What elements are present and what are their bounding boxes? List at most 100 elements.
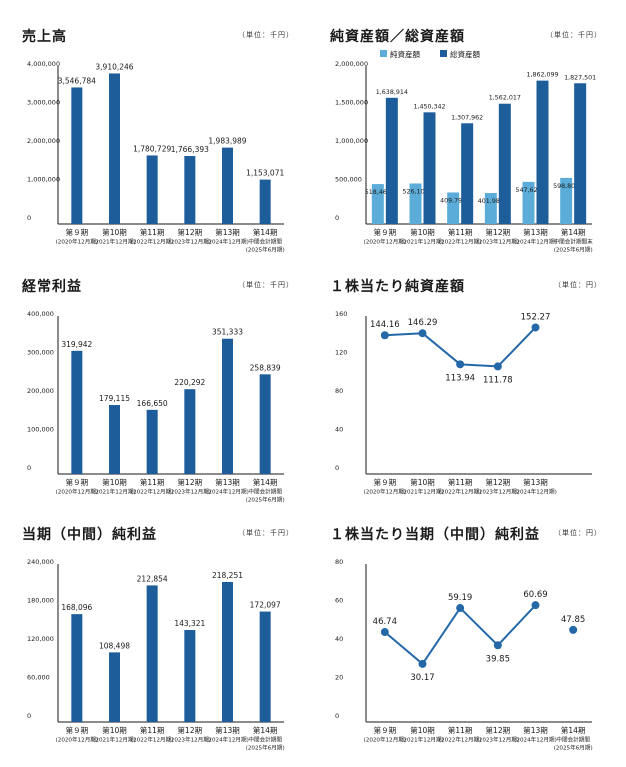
x-tick-label: 第10期 <box>410 227 435 237</box>
x-tick-label: (2021年12月期) <box>93 488 136 496</box>
bar <box>71 614 83 722</box>
bar <box>536 80 549 224</box>
x-tick-label: (2022年12月期) <box>439 488 482 496</box>
x-tick-label: 中間会計期間 <box>248 238 282 246</box>
x-tick-label: 第９期 <box>374 227 397 237</box>
data-label: 3,546,784 <box>58 76 96 85</box>
bar <box>184 155 196 224</box>
x-tick-label: 第14期 <box>253 477 278 487</box>
x-tick-label: 第13期 <box>215 477 240 487</box>
x-tick-label: (2022年12月期) <box>131 488 174 496</box>
bar <box>259 374 271 474</box>
legend-swatch <box>380 50 387 57</box>
bar <box>385 97 398 224</box>
x-tick-label: 第11期 <box>140 477 165 487</box>
data-point <box>569 625 578 634</box>
y-tick-label: 120 <box>335 349 347 357</box>
data-label: 598,802 <box>553 183 579 190</box>
y-tick-label: 0 <box>335 464 339 472</box>
panel-sales: 売上高 （単位：千円） 0 1,000,000 2,000,000 3,000,000… <box>22 26 294 270</box>
panel-bps: １株当たり純資産額 （単位：円） 0 40 80 120 160 第９期 (2020年12月… <box>330 276 602 520</box>
panel-eps: １株当たり当期（中間）純利益 （単位：円） 0 20 40 60 80 第９期 (2020年… <box>330 524 602 767</box>
y-tick-label: 100,000 <box>27 426 54 434</box>
x-tick-label: 第10期 <box>410 725 435 735</box>
x-tick-label: (2023年12月期) <box>477 238 520 246</box>
data-label: 1,307,962 <box>451 114 483 121</box>
x-tick-label: (2020年12月期) <box>56 238 99 246</box>
x-tick-label: (2020年12月期) <box>56 488 99 496</box>
x-tick-label: (2020年12月期) <box>364 238 407 246</box>
data-label: 319,942 <box>61 340 92 349</box>
y-tick-label: 2,000,000 <box>27 137 60 145</box>
data-label: 168,096 <box>61 603 92 612</box>
bar <box>423 112 436 224</box>
chart-title: 売上高 <box>22 29 67 45</box>
bar <box>184 630 196 722</box>
data-label: 59.19 <box>448 593 472 603</box>
line-segment <box>384 631 424 665</box>
bar <box>222 338 233 474</box>
data-label: 212,854 <box>137 574 168 583</box>
data-label: 172,097 <box>250 601 281 610</box>
line-segment <box>497 326 537 368</box>
data-label: 1,638,914 <box>376 89 408 96</box>
data-label: 526,106 <box>402 188 428 195</box>
x-tick-label: (2023年12月期) <box>169 488 212 496</box>
x-tick-label: 第12期 <box>178 477 203 487</box>
x-tick-label: (2022年12月期) <box>439 238 482 246</box>
line-segment <box>460 363 498 368</box>
x-tick-label: (2024年12月期) <box>514 736 557 744</box>
x-tick-label: 第９期 <box>66 725 89 735</box>
x-tick-label: 第11期 <box>448 227 473 237</box>
y-tick-label: 80 <box>335 558 343 566</box>
bar <box>146 155 158 224</box>
y-tick-label: 300,000 <box>27 349 54 357</box>
chart-title: 経常利益 <box>22 279 82 295</box>
line-segment <box>421 607 461 665</box>
data-label: 218,251 <box>212 571 243 580</box>
data-label: 39.85 <box>486 654 510 664</box>
net-income-chart: 0 60,000 120,000 180,000 240,000 第９期(2020年12月… <box>27 558 285 752</box>
x-tick-label: (2021年12月期) <box>401 736 444 744</box>
x-tick-label: (2023年12月期) <box>477 488 520 496</box>
panel-net-income: 当期（中間）純利益 （単位：千円） 0 60,000 120,000 180,000 2… <box>22 524 294 767</box>
data-point <box>456 360 465 369</box>
x-tick-label: 第12期 <box>178 725 203 735</box>
data-label: 108,498 <box>99 641 130 650</box>
x-tick-label: (2023年12月期) <box>169 736 212 744</box>
x-tick-label: 第14期 <box>561 725 586 735</box>
x-tick-label: (2021年12月期) <box>401 488 444 496</box>
data-label: 1,862,099 <box>526 72 558 79</box>
unit-label: （単位：千円） <box>238 281 294 289</box>
x-tick-label: 第13期 <box>523 725 548 735</box>
y-tick-label: 180,000 <box>27 597 54 605</box>
chart-title: 純資産額／総資産額 <box>330 29 465 45</box>
unit-label: （単位：千円） <box>238 31 294 39</box>
x-tick-label: 第９期 <box>374 477 397 487</box>
y-tick-label: 500,000 <box>335 176 362 184</box>
x-tick-label: 第12期 <box>486 227 511 237</box>
data-label: 1,562,017 <box>489 95 521 102</box>
y-tick-label: 0 <box>27 214 31 222</box>
legend-label: 純資産額 <box>390 49 420 59</box>
x-tick-label: 中間会計期間末 <box>554 238 594 246</box>
y-tick-label: 60,000 <box>27 674 50 682</box>
y-tick-label: 0 <box>335 712 339 720</box>
x-tick-label: 第10期 <box>102 227 127 237</box>
x-tick-label: 第11期 <box>448 477 473 487</box>
x-tick-label: 第９期 <box>374 725 397 735</box>
x-tick-label: (2024年12月期) <box>206 736 249 744</box>
x-tick-label: (2024年12月期) <box>514 488 557 496</box>
data-label: 1,983,989 <box>208 137 246 146</box>
data-label: 1,766,393 <box>171 145 209 154</box>
y-tick-label: 20 <box>335 674 343 682</box>
bar <box>222 147 233 224</box>
bar <box>522 181 535 224</box>
data-label: 143,321 <box>174 619 205 628</box>
x-tick-label: (2024年12月期) <box>206 488 249 496</box>
data-label: 47.85 <box>561 615 585 625</box>
y-tick-label: 0 <box>27 464 31 472</box>
data-label: 1,780,729 <box>133 144 171 153</box>
bar <box>222 581 233 722</box>
x-tick-label: (2022年12月期) <box>131 238 174 246</box>
